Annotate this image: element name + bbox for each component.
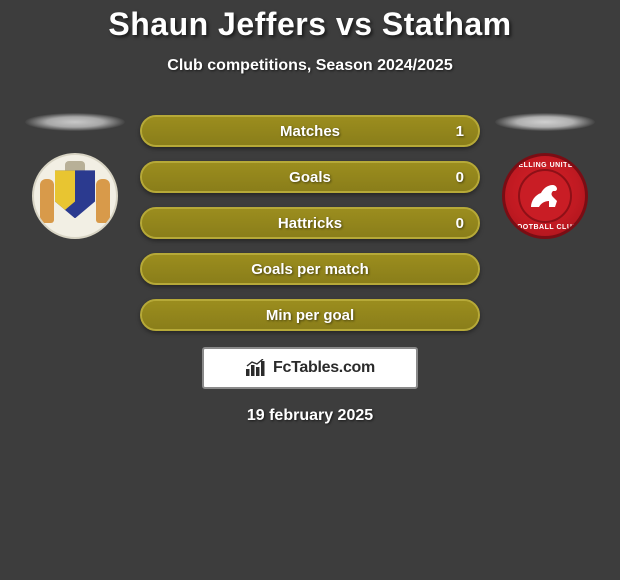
subtitle: Club competitions, Season 2024/2025 <box>0 57 620 75</box>
stat-bar: Goals per match <box>140 253 480 285</box>
stat-value-right: 0 <box>456 215 464 232</box>
stat-bar: Hattricks 0 <box>140 207 480 239</box>
crest-shield-icon <box>55 170 95 218</box>
bar-chart-icon <box>245 359 267 377</box>
stat-value-right: 1 <box>456 123 464 140</box>
main-row: Matches 1 Goals 0 Hattricks 0 Goals per match M… <box>0 113 620 331</box>
footer-brand-text: FcTables.com <box>273 359 375 377</box>
date-text: 19 february 2025 <box>0 407 620 425</box>
player-right-column: WELLING UNITED FOOTBALL CLUB <box>480 113 610 239</box>
crest-figure-icon <box>40 179 54 223</box>
stat-bar: Min per goal <box>140 299 480 331</box>
horse-icon <box>527 181 563 211</box>
club-crest-right: WELLING UNITED FOOTBALL CLUB <box>502 153 588 239</box>
photo-placeholder-right <box>495 113 595 131</box>
club-crest-left <box>32 153 118 239</box>
stat-label: Min per goal <box>266 307 354 324</box>
crest-ring-text-bottom: FOOTBALL CLUB <box>505 224 585 231</box>
stat-value-right: 0 <box>456 169 464 186</box>
crest-figure-icon <box>96 179 110 223</box>
stat-bar: Goals 0 <box>140 161 480 193</box>
photo-placeholder-left <box>25 113 125 131</box>
stat-bar: Matches 1 <box>140 115 480 147</box>
stat-label: Hattricks <box>278 215 342 232</box>
footer-brand-card[interactable]: FcTables.com <box>202 347 418 389</box>
stat-label: Matches <box>280 123 340 140</box>
player-left-column <box>10 113 140 239</box>
page-title: Shaun Jeffers vs Statham <box>0 6 620 43</box>
stat-label: Goals per match <box>251 261 369 278</box>
stats-bars: Matches 1 Goals 0 Hattricks 0 Goals per match M… <box>140 113 480 331</box>
crest-ring-text-top: WELLING UNITED <box>505 162 585 169</box>
comparison-card: Shaun Jeffers vs Statham Club competitio… <box>0 0 620 425</box>
stat-label: Goals <box>289 169 331 186</box>
